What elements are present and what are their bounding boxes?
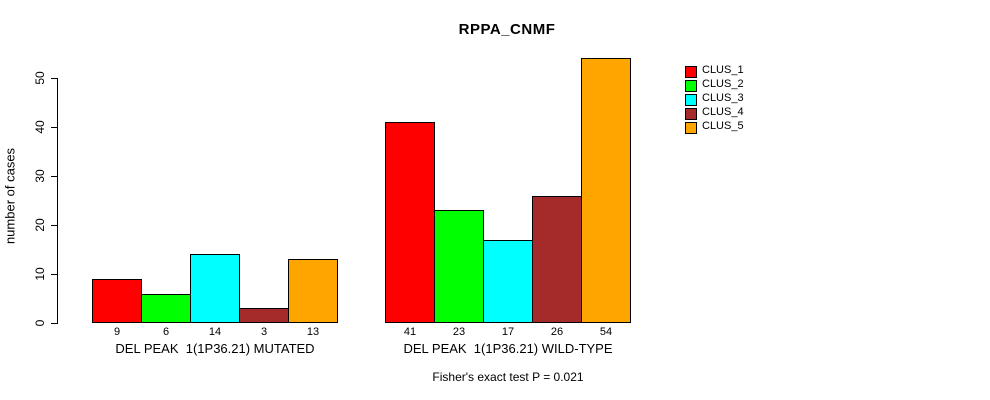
y-tick-mark xyxy=(51,274,57,275)
bar-value-label: 14 xyxy=(208,326,222,338)
legend-item-label: CLUS_3 xyxy=(702,92,744,104)
y-tick-label: 20 xyxy=(33,218,47,232)
bar-value-label: 54 xyxy=(599,326,613,338)
legend-item-label: CLUS_5 xyxy=(702,120,744,132)
chart-title: RPPA_CNMF xyxy=(458,21,556,38)
legend-item-label: CLUS_4 xyxy=(702,106,744,118)
y-tick-label: 0 xyxy=(33,319,47,327)
legend-swatch-clus_5 xyxy=(685,122,697,134)
y-axis-label: number of cases xyxy=(2,147,18,245)
bar-clus_1-group2 xyxy=(385,122,435,323)
bar-clus_5-group1 xyxy=(288,259,338,323)
legend-item-label: CLUS_1 xyxy=(702,64,744,76)
legend-swatch-clus_4 xyxy=(685,108,697,120)
bar-clus_4-group2 xyxy=(532,195,582,323)
bar-clus_2-group2 xyxy=(434,210,484,323)
y-tick-mark xyxy=(51,127,57,128)
bar-value-label: 26 xyxy=(550,326,564,338)
y-tick-mark xyxy=(51,78,57,79)
y-axis-line xyxy=(57,78,58,324)
y-tick-label: 40 xyxy=(33,120,47,134)
y-tick-mark xyxy=(51,176,57,177)
x-category-label: DEL PEAK 1(1P36.21) MUTATED xyxy=(115,341,315,356)
bar-clus_5-group2 xyxy=(581,58,631,323)
y-tick-mark xyxy=(51,323,57,324)
x-category-label: DEL PEAK 1(1P36.21) WILD-TYPE xyxy=(403,341,613,356)
bar-clus_1-group1 xyxy=(92,278,142,323)
bar-value-label: 23 xyxy=(452,326,466,338)
bar-value-label: 9 xyxy=(113,326,121,338)
legend-swatch-clus_3 xyxy=(685,94,697,106)
legend-swatch-clus_2 xyxy=(685,80,697,92)
bar-clus_3-group2 xyxy=(483,239,533,323)
y-tick-label: 50 xyxy=(33,71,47,85)
y-tick-label: 30 xyxy=(33,169,47,183)
legend-item-label: CLUS_2 xyxy=(702,78,744,90)
legend-swatch-clus_1 xyxy=(685,66,697,78)
bar-clus_4-group1 xyxy=(239,308,289,323)
y-tick-label: 10 xyxy=(33,267,47,281)
footnote-annotation: Fisher's exact test P = 0.021 xyxy=(432,370,584,384)
bar-clus_2-group1 xyxy=(141,293,191,323)
bar-value-label: 3 xyxy=(260,326,268,338)
y-tick-mark xyxy=(51,225,57,226)
bar-value-label: 6 xyxy=(162,326,170,338)
bar-value-label: 41 xyxy=(403,326,417,338)
bar-clus_3-group1 xyxy=(190,254,240,323)
bar-value-label: 13 xyxy=(306,326,320,338)
bar-value-label: 17 xyxy=(501,326,515,338)
